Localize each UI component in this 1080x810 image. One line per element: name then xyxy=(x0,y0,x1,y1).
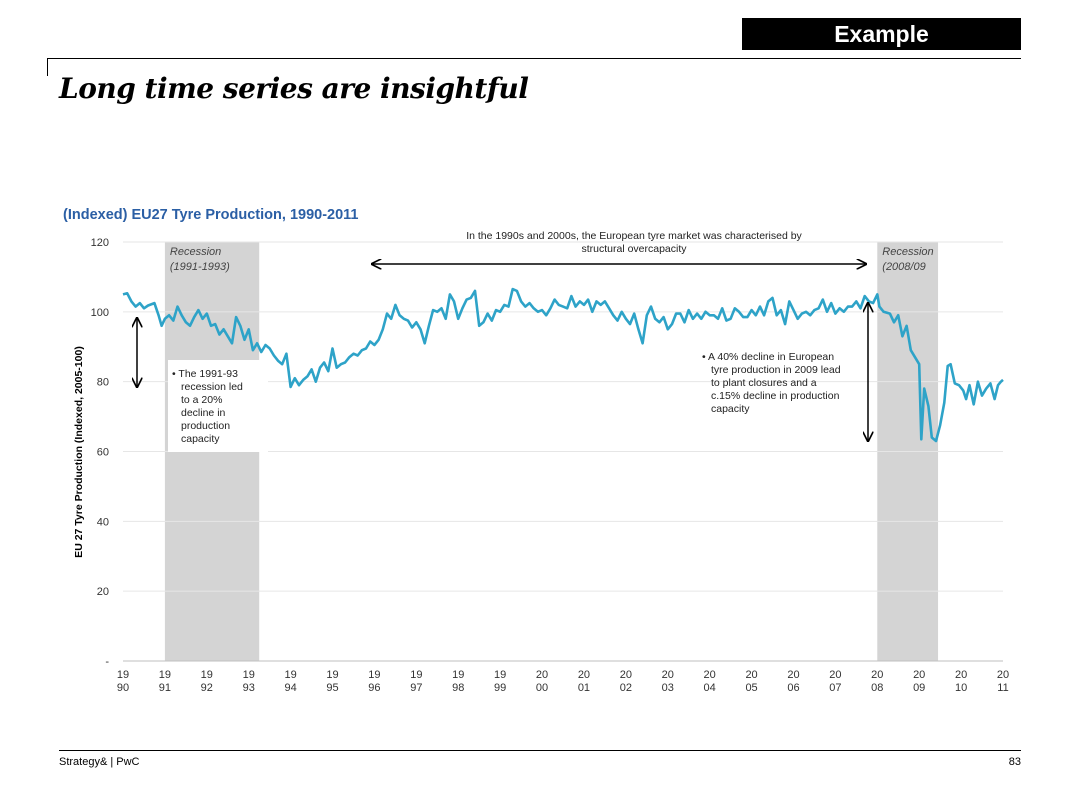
annotation-left-line: to a 20% xyxy=(181,394,222,406)
x-tick-label: 95 xyxy=(326,682,338,694)
annotation-top-line: structural overcapacity xyxy=(581,243,687,255)
x-tick-label: 19 xyxy=(117,669,129,681)
x-tick-label: 07 xyxy=(829,682,841,694)
x-tick-label: 11 xyxy=(997,682,1008,694)
recession-label-2: Recession xyxy=(882,246,933,258)
x-tick-label: 94 xyxy=(284,682,296,694)
annotation-left-line: • The 1991-93 xyxy=(172,368,238,380)
chart-title: (Indexed) EU27 Tyre Production, 1990-201… xyxy=(63,207,359,223)
x-tick-label: 19 xyxy=(159,669,171,681)
x-tick-label: 91 xyxy=(159,682,171,694)
y-tick-label: 80 xyxy=(97,377,109,389)
x-tick-label: 20 xyxy=(745,669,757,681)
y-tick-label: 100 xyxy=(91,307,109,319)
page-number: 83 xyxy=(1008,756,1021,768)
recession-period-1: (1991-1993) xyxy=(170,261,230,273)
y-axis-label: EU 27 Tyre Production (Indexed, 2005-100… xyxy=(73,346,85,558)
x-tick-label: 97 xyxy=(410,682,422,694)
x-tick-label: 20 xyxy=(787,669,799,681)
x-tick-label: 19 xyxy=(368,669,380,681)
x-tick-label: 90 xyxy=(117,682,129,694)
example-badge: Example xyxy=(742,18,1021,50)
annotation-left-box xyxy=(168,360,268,452)
annotation-left-line: decline in xyxy=(181,407,226,419)
y-tick-label: 40 xyxy=(97,516,109,528)
x-tick-label: 20 xyxy=(871,669,883,681)
recession-label-1: Recession xyxy=(170,246,221,258)
annotation-right-line: tyre production in 2009 lead xyxy=(711,364,841,376)
annotation-left-line: recession led xyxy=(181,381,243,393)
x-tick-label: 09 xyxy=(913,682,925,694)
x-tick-label: 20 xyxy=(997,669,1009,681)
x-tick-label: 20 xyxy=(662,669,674,681)
recession-period-2: (2008/09 xyxy=(882,261,925,273)
x-tick-label: 01 xyxy=(578,682,590,694)
x-tick-label: 19 xyxy=(326,669,338,681)
x-tick-label: 92 xyxy=(201,682,213,694)
x-tick-label: 20 xyxy=(536,669,548,681)
y-tick-label: 120 xyxy=(91,237,109,249)
annotation-right-line: c.15% decline in production xyxy=(711,390,840,402)
annotation-left-line: production xyxy=(181,420,230,432)
y-tick-label: 20 xyxy=(97,586,109,598)
x-tick-label: 99 xyxy=(494,682,506,694)
annotation-right-line: capacity xyxy=(711,403,750,415)
x-tick-label: 00 xyxy=(536,682,548,694)
header-rule xyxy=(47,58,1021,59)
footer-source: Strategy& | PwC xyxy=(59,756,140,768)
x-tick-label: 10 xyxy=(955,682,967,694)
annotation-right-line: to plant closures and a xyxy=(711,377,817,389)
series-line-1 xyxy=(122,287,1004,443)
annotation-right-line: • A 40% decline in European xyxy=(702,351,834,363)
x-tick-label: 19 xyxy=(243,669,255,681)
x-tick-label: 20 xyxy=(829,669,841,681)
annotation-left-line: capacity xyxy=(181,433,220,445)
x-tick-label: 19 xyxy=(410,669,422,681)
x-tick-label: 19 xyxy=(284,669,296,681)
x-tick-label: 96 xyxy=(368,682,380,694)
x-tick-label: 05 xyxy=(745,682,757,694)
x-tick-label: 20 xyxy=(955,669,967,681)
x-tick-label: 02 xyxy=(620,682,632,694)
x-tick-label: 20 xyxy=(578,669,590,681)
x-tick-label: 08 xyxy=(871,682,883,694)
x-tick-label: 04 xyxy=(704,682,716,694)
x-tick-label: 06 xyxy=(787,682,799,694)
x-tick-label: 19 xyxy=(201,669,213,681)
x-tick-label: 20 xyxy=(913,669,925,681)
x-tick-label: 03 xyxy=(662,682,674,694)
tyre-production-chart: Recession (1991-1993) Recession (2008/09 - 20… xyxy=(73,230,1009,694)
y-tick-label: - xyxy=(105,656,109,668)
header-rule-tick xyxy=(47,58,48,76)
x-tick-label: 19 xyxy=(494,669,506,681)
annotation-top-line: In the 1990s and 2000s, the European tyr… xyxy=(466,230,802,242)
x-tick-label: 19 xyxy=(452,669,464,681)
x-tick-label: 93 xyxy=(243,682,255,694)
footer-rule xyxy=(59,750,1021,751)
x-tick-label: 20 xyxy=(620,669,632,681)
x-tick-label: 20 xyxy=(704,669,716,681)
x-tick-label: 98 xyxy=(452,682,464,694)
page-title: Long time series are insightful xyxy=(59,72,529,105)
y-tick-label: 60 xyxy=(97,447,109,459)
